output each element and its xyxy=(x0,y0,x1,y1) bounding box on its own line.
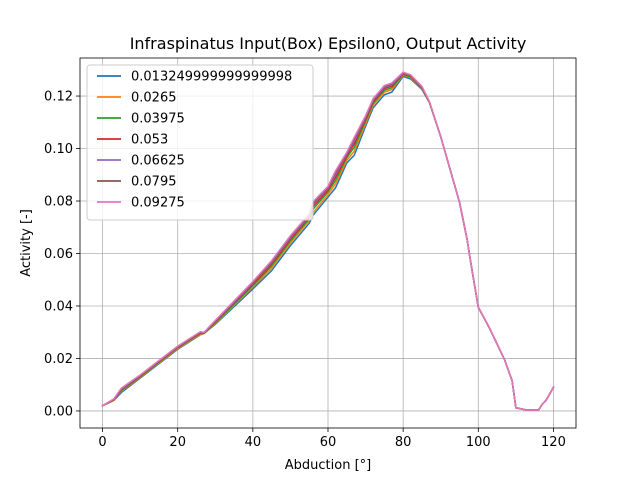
series-line-7 xyxy=(101,71,555,411)
x-tick-label: 0 xyxy=(98,435,106,450)
x-tick-label: 100 xyxy=(466,435,491,450)
x-tick-label: 80 xyxy=(395,435,412,450)
y-tick-label: 0.02 xyxy=(44,352,73,367)
y-axis-label: Activity [-] xyxy=(19,209,34,277)
x-tick-label: 60 xyxy=(320,435,337,450)
y-tick-label: 0.06 xyxy=(44,247,73,262)
legend-box xyxy=(86,64,314,221)
chart-title: Infraspinatus Input(Box) Epsilon0, Outpu… xyxy=(130,34,527,53)
x-axis-label: Abduction [°] xyxy=(285,458,371,473)
y-tick-label: 0.12 xyxy=(44,90,73,105)
x-tick-label: 120 xyxy=(541,435,566,450)
legend-label: 0.053 xyxy=(131,133,168,148)
legend-label: 0.013249999999999998 xyxy=(131,70,292,85)
x-tick-label: 20 xyxy=(169,435,186,450)
y-tick-label: 0.04 xyxy=(44,299,73,314)
legend-label: 0.03975 xyxy=(131,112,185,127)
legend: 0.013249999999999998 0.0265 0.03975 0.053 0.… xyxy=(86,64,314,221)
series-lines xyxy=(101,71,555,411)
y-tick-label: 0.00 xyxy=(44,404,73,419)
x-axis-ticks: 0 20 40 60 80 100 120 xyxy=(98,428,566,450)
legend-label: 0.0795 xyxy=(131,175,177,190)
y-tick-label: 0.10 xyxy=(44,142,73,157)
legend-label: 0.09275 xyxy=(131,196,185,211)
legend-label: 0.0265 xyxy=(131,91,177,106)
legend-label: 0.06625 xyxy=(131,154,185,169)
y-tick-label: 0.08 xyxy=(44,195,73,210)
y-axis-ticks: 0.00 0.02 0.04 0.06 0.08 0.10 0.12 xyxy=(44,90,80,419)
x-tick-label: 40 xyxy=(245,435,262,450)
